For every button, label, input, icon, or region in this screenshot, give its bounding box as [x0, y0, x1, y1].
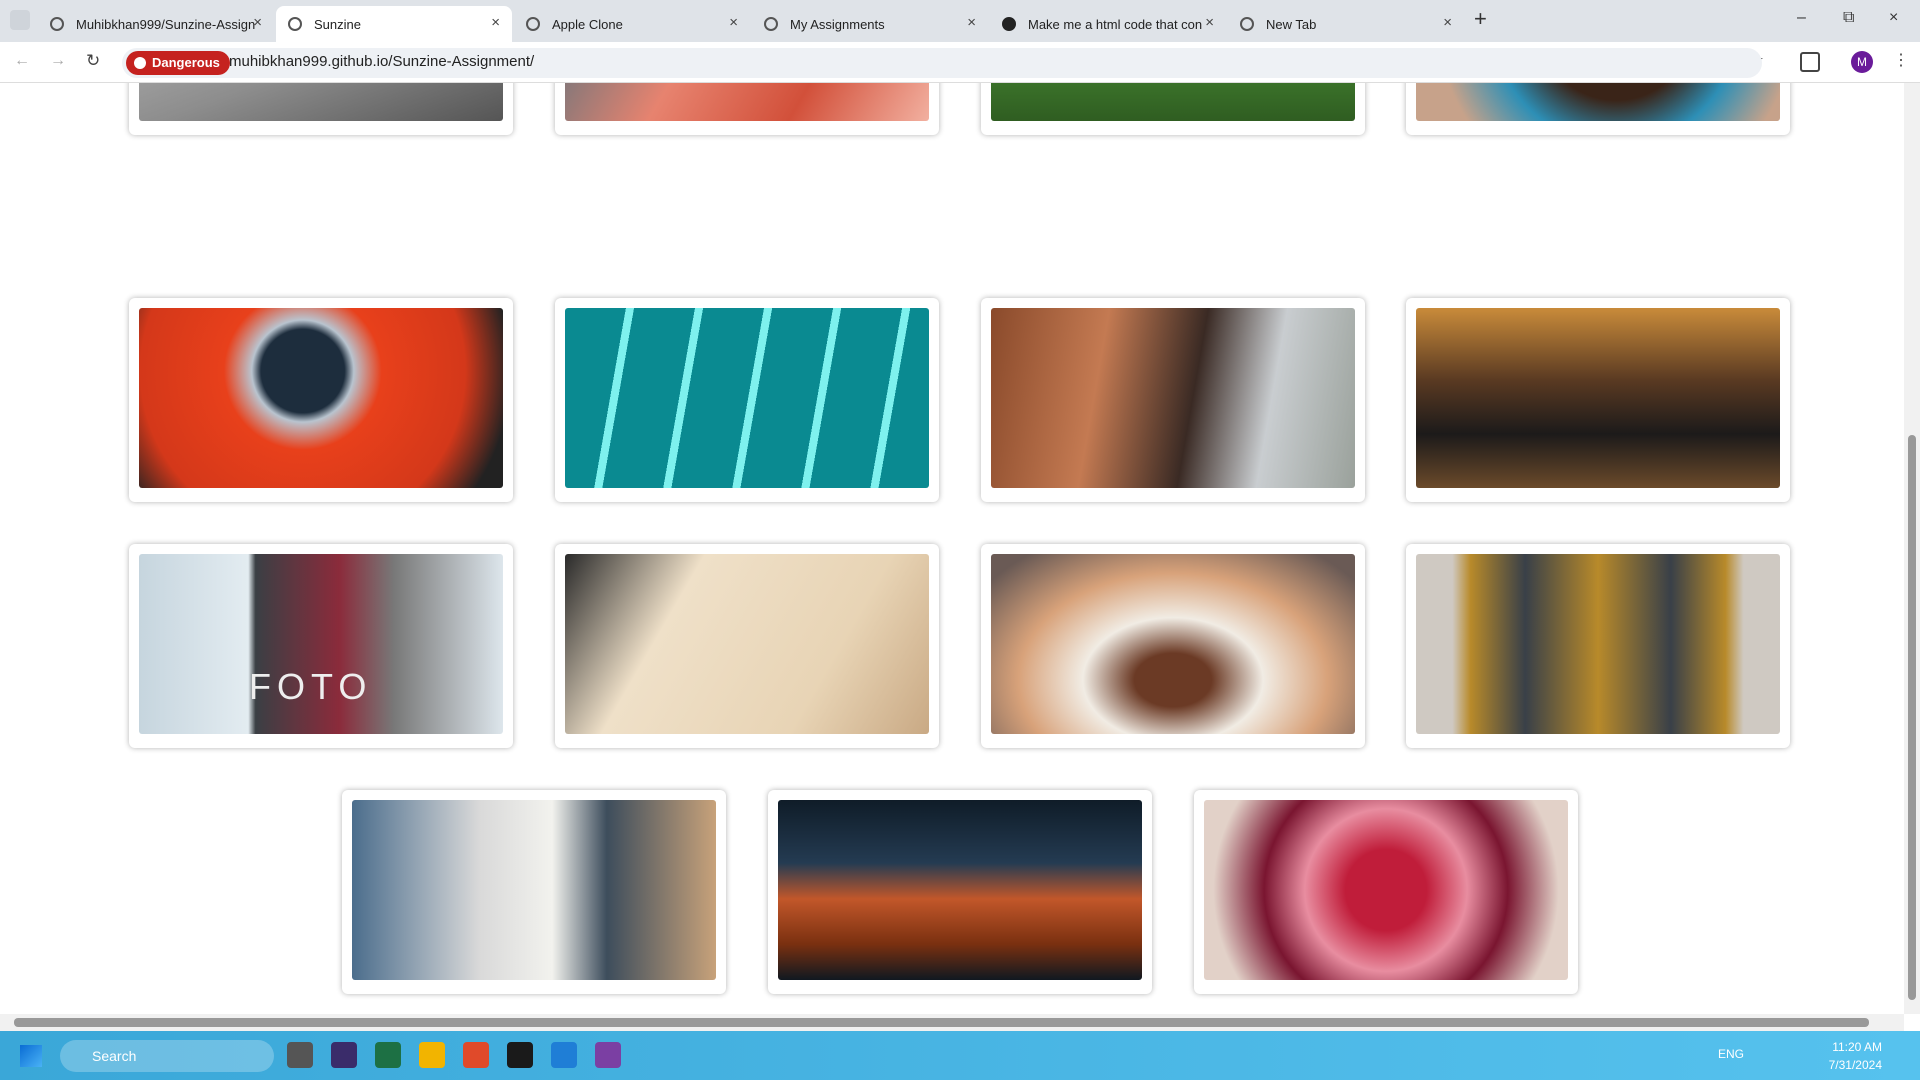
gallery-photo[interactable]: [139, 308, 503, 488]
gallery-card[interactable]: [1194, 790, 1578, 994]
gallery-photo[interactable]: [565, 83, 929, 121]
tab-favicon: [526, 17, 540, 31]
browser-tab[interactable]: New Tab ×: [1228, 6, 1464, 42]
taskbar-search[interactable]: Search: [60, 1040, 274, 1072]
tab-favicon: [288, 17, 302, 31]
taskbar-app-icon[interactable]: [551, 1042, 577, 1068]
gallery-card[interactable]: [1406, 544, 1790, 748]
gallery-card[interactable]: [981, 83, 1365, 135]
gallery-card[interactable]: [981, 298, 1365, 502]
gallery-photo[interactable]: FOTO: [139, 554, 503, 734]
gallery-photo[interactable]: [1204, 800, 1568, 980]
tab-close[interactable]: ×: [253, 14, 262, 31]
security-label: Dangerous: [152, 55, 220, 70]
close-button[interactable]: ×: [1889, 9, 1899, 26]
browser-tab[interactable]: Muhibkhan999/Sunzine-Assign ×: [38, 6, 274, 42]
photo-text: FOTO: [249, 666, 373, 707]
tab-close[interactable]: ×: [1205, 14, 1214, 31]
tab-title: Apple Clone: [552, 16, 623, 32]
taskbar-app-icon[interactable]: [463, 1042, 489, 1068]
page-content: PASSION LED US HERE FOTO: [0, 83, 1904, 1014]
browser-tab[interactable]: Sunzine ×: [276, 6, 512, 42]
clock-time[interactable]: 11:20 AM: [1832, 1040, 1882, 1054]
taskbar: [0, 1031, 1920, 1080]
gallery-photo[interactable]: [1416, 308, 1780, 488]
browser-tab[interactable]: Make me a html code that con ×: [990, 6, 1226, 42]
tab-title: Make me a html code that con: [1028, 16, 1203, 32]
horizontal-scrollbar[interactable]: [0, 1014, 1904, 1031]
gallery-photo[interactable]: [991, 554, 1355, 734]
gallery-card[interactable]: [1406, 83, 1790, 135]
start-button[interactable]: [20, 1045, 42, 1067]
gallery-card[interactable]: [129, 298, 513, 502]
tab-favicon: [764, 17, 778, 31]
gallery-card[interactable]: FOTO: [129, 544, 513, 748]
gallery-card[interactable]: [768, 790, 1152, 994]
profile-avatar[interactable]: M: [1851, 51, 1873, 73]
gallery-photo[interactable]: [352, 800, 716, 980]
tab-favicon: [1002, 17, 1016, 31]
gallery-photo[interactable]: [991, 308, 1355, 488]
clock-date[interactable]: 7/31/2024: [1828, 1058, 1882, 1072]
tab-title: Muhibkhan999/Sunzine-Assign: [76, 16, 256, 32]
security-chip[interactable]: Dangerous: [126, 51, 230, 75]
gallery-photo[interactable]: [565, 308, 929, 488]
gallery-card[interactable]: PASSION LED US HERE: [129, 83, 513, 135]
tab-favicon: [50, 17, 64, 31]
gallery-card[interactable]: [342, 790, 726, 994]
vertical-scrollbar[interactable]: [1904, 83, 1920, 1014]
gallery-photo[interactable]: [991, 83, 1355, 121]
address-bar[interactable]: [122, 48, 1762, 78]
tab-favicon: [1240, 17, 1254, 31]
restore-button[interactable]: ⧉: [1843, 9, 1855, 26]
tab-close[interactable]: ×: [1443, 14, 1452, 31]
browser-tab[interactable]: My Assignments ×: [752, 6, 988, 42]
taskbar-app-icon[interactable]: [507, 1042, 533, 1068]
minimize-button[interactable]: –: [1797, 9, 1806, 26]
gallery-photo[interactable]: [565, 554, 929, 734]
taskbar-app-icon[interactable]: [331, 1042, 357, 1068]
browser-tab[interactable]: Apple Clone ×: [514, 6, 750, 42]
gallery-card[interactable]: [981, 544, 1365, 748]
taskbar-app-icon[interactable]: [375, 1042, 401, 1068]
tab-close[interactable]: ×: [967, 14, 976, 31]
tab-close[interactable]: ×: [729, 14, 738, 31]
back-button[interactable]: ←: [14, 52, 30, 69]
forward-button[interactable]: →: [50, 52, 66, 69]
new-tab-button[interactable]: +: [1474, 6, 1487, 31]
taskbar-app-icon[interactable]: [595, 1042, 621, 1068]
tab-title: New Tab: [1266, 16, 1317, 32]
tab-list-button[interactable]: [10, 10, 30, 30]
gallery-photo[interactable]: [778, 800, 1142, 980]
reload-button[interactable]: ↻: [86, 51, 101, 70]
menu-button[interactable]: ⋮: [1893, 52, 1909, 69]
tab-title: My Assignments: [790, 16, 885, 32]
gallery-card[interactable]: [1406, 298, 1790, 502]
gallery-photo[interactable]: [1416, 83, 1780, 121]
taskbar-app-icon[interactable]: [287, 1042, 313, 1068]
tab-title: Sunzine: [314, 16, 361, 32]
gallery-card[interactable]: [555, 544, 939, 748]
taskbar-app-icon[interactable]: [419, 1042, 445, 1068]
language-indicator[interactable]: ENG: [1718, 1047, 1745, 1061]
tab-strip: Muhibkhan999/Sunzine-Assign × Sunzine × Appl…: [0, 0, 1920, 42]
gallery-photo[interactable]: [1416, 554, 1780, 734]
extensions-button[interactable]: [1800, 52, 1820, 72]
gallery-card[interactable]: [555, 83, 939, 135]
tab-close[interactable]: ×: [491, 14, 500, 31]
gallery-photo[interactable]: PASSION LED US HERE: [139, 83, 503, 121]
url-text[interactable]: muhibkhan999.github.io/Sunzine-Assignmen…: [229, 53, 535, 70]
gallery-card[interactable]: [555, 298, 939, 502]
